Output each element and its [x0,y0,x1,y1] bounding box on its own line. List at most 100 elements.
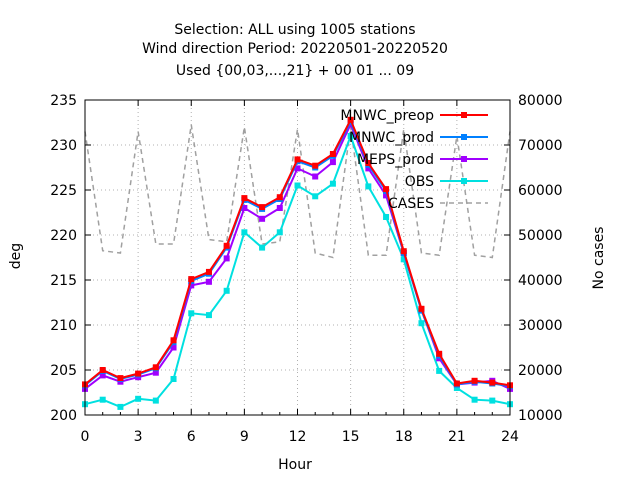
data-point-obs [223,287,230,294]
x-tick-label: 18 [395,429,413,445]
data-point-obs [205,312,212,319]
data-point-mnwc-preop [241,195,248,202]
data-point-meps-prod [99,372,106,379]
title-line-2: Wind direction Period: 20220501-20220520 [142,41,448,57]
data-point-obs [347,133,354,139]
data-point-obs [400,256,407,263]
y2-axis-label: No cases [591,227,607,290]
data-point-mnwc-preop [99,367,106,373]
data-point-meps-prod [152,369,159,376]
data-point-mnwc-preop [383,186,390,193]
data-point-mnwc-preop [436,350,443,357]
data-point-meps-prod [205,278,212,285]
y2-tick-label: 50000 [518,228,563,244]
y-tick-label: 215 [50,273,77,289]
legend-entry-mnwc-prod: MNWC_prod [349,130,488,146]
data-point-obs [294,182,301,189]
data-point-obs [471,396,478,403]
data-point-obs [436,367,443,374]
data-point-meps-prod [365,165,372,172]
data-point-meps-prod [223,255,230,262]
data-point-meps-prod [241,205,248,211]
x-tick-label: 3 [134,429,143,445]
y-tick-label: 230 [50,138,77,154]
legend-label-meps-prod: MEPS_prod [357,152,434,168]
data-point-mnwc-preop [418,305,425,312]
data-point-mnwc-preop [170,337,177,344]
y2-tick-label: 70000 [518,138,563,154]
data-point-obs [365,183,372,190]
data-point-mnwc-preop [453,380,460,387]
y2-tick-label: 60000 [518,183,563,199]
data-point-obs [312,193,319,200]
legend-label-obs: OBS [405,174,434,190]
data-point-obs [276,229,283,236]
y-axis-label: deg [8,243,24,269]
legend-marker-mnwc-preop [461,112,467,118]
x-tick-label: 21 [448,429,466,445]
y2-ticks: 10000 20000 30000 40000 50000 60000 70000 80000 [504,93,563,424]
data-point-meps-prod [312,173,319,180]
y-tick-label: 235 [50,93,77,109]
data-point-mnwc-preop [188,276,195,283]
series-cases [84,124,511,259]
data-point-obs [329,180,336,187]
data-point-mnwc-preop [329,151,336,157]
y-tick-label: 225 [50,183,77,199]
data-point-meps-prod [276,205,283,211]
x-tick-label: 0 [81,429,90,445]
data-point-mnwc-preop [312,162,319,169]
y2-tick-label: 20000 [518,363,563,379]
legend: MNWC_preop MNWC_prod MEPS_prod OBS CASES [340,108,488,212]
data-point-mnwc-preop [347,116,354,123]
x-tick-label: 9 [240,429,249,445]
series-obs [82,133,513,410]
data-point-obs [489,397,496,404]
data-point-mnwc-preop [489,379,496,386]
data-point-mnwc-preop [205,268,212,275]
legend-label-mnwc-preop: MNWC_preop [340,108,434,124]
legend-label-mnwc-prod: MNWC_prod [349,130,434,146]
x-tick-label: 6 [187,429,196,445]
y2-tick-label: 30000 [518,318,563,334]
data-point-obs [418,320,425,327]
series-line-cases [84,124,511,259]
data-point-obs [135,395,142,402]
legend-entry-mnwc-preop: MNWC_preop [340,108,488,124]
data-point-mnwc-preop [135,370,142,377]
data-point-obs [383,214,390,220]
legend-marker-mnwc-prod [461,134,467,140]
x-tick-label: 15 [342,429,360,445]
data-point-mnwc-preop [223,242,230,249]
legend-label-cases: CASES [388,196,434,212]
data-point-obs [99,396,106,403]
y-tick-label: 210 [50,318,77,334]
data-point-mnwc-preop [294,156,301,163]
data-point-meps-prod [329,159,336,166]
data-point-meps-prod [259,215,266,222]
data-point-obs [117,403,124,410]
data-point-obs [453,385,460,391]
data-point-obs [170,376,177,382]
data-point-meps-prod [170,344,177,351]
legend-entry-cases: CASES [388,196,488,212]
legend-marker-meps-prod [461,156,467,162]
y2-tick-label: 10000 [518,408,563,424]
data-point-obs [188,310,195,317]
x-axis-label: Hour [278,457,312,473]
data-point-meps-prod [294,165,301,172]
x-tick-label: 12 [289,429,307,445]
legend-entry-obs: OBS [405,174,488,190]
title-line-1: Selection: ALL using 1005 stations [174,22,415,38]
plot-series [82,116,513,410]
legend-entry-meps-prod: MEPS_prod [357,152,488,168]
y-ticks: 200 205 210 215 220 225 230 235 [50,93,91,424]
data-point-obs [241,229,248,236]
y2-tick-label: 40000 [518,273,563,289]
x-tick-label: 24 [501,429,519,445]
data-point-meps-prod [188,282,195,289]
data-point-obs [152,397,159,404]
data-point-mnwc-preop [365,160,372,166]
